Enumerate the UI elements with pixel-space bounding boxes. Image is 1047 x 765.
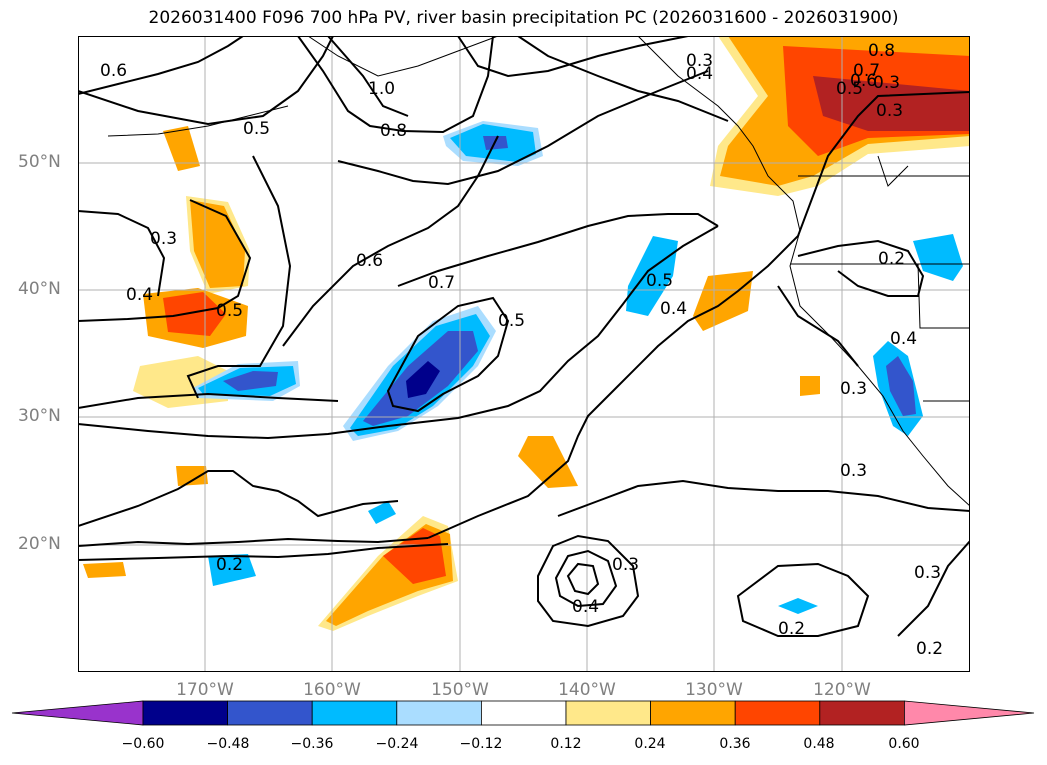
- lat-label: 40°N: [18, 279, 61, 299]
- contour-label: 0.3: [914, 563, 941, 583]
- contour-label: 0.5: [836, 79, 863, 99]
- contour-label: 0.2: [916, 639, 943, 659]
- precip-area: [163, 292, 226, 336]
- contour-label: 0.3: [876, 101, 903, 121]
- colorbar-segments: [11, 700, 1035, 726]
- precip-area: [406, 361, 440, 398]
- colorbar-segment: [904, 700, 1035, 726]
- contour-label: 0.8: [868, 41, 895, 61]
- precip-area: [886, 356, 916, 416]
- colorbar-segment: [565, 700, 651, 726]
- colorbar-tick-label: 0.24: [634, 736, 666, 752]
- colorbar-segment: [311, 700, 398, 726]
- contour-labels: 0.6 1.0 0.5 0.8 0.3 0.4 0.8 0.7 0.6 0.5 …: [100, 41, 943, 659]
- graticule: [78, 36, 970, 672]
- colorbar-segment: [734, 700, 821, 726]
- precip-area: [518, 436, 578, 488]
- colorbar-tick-label: −0.12: [459, 736, 503, 752]
- contour-label: 0.8: [380, 121, 407, 141]
- colorbar-segment: [227, 700, 313, 726]
- precip-shading: [83, 36, 970, 631]
- contour-label: 0.3: [150, 229, 177, 249]
- contour-label: 0.6: [356, 251, 383, 271]
- contour-label: 0.7: [428, 273, 455, 293]
- contour-label: 0.5: [646, 271, 673, 291]
- contour-label: 0.2: [778, 619, 805, 639]
- contour-label: 0.4: [890, 329, 917, 349]
- lon-label: 150°W: [431, 680, 489, 700]
- contour-label: 0.6: [100, 61, 127, 81]
- map-frame: 0.6 1.0 0.5 0.8 0.3 0.4 0.8 0.7 0.6 0.5 …: [78, 36, 970, 672]
- colorbar-segment: [11, 700, 144, 726]
- lon-label: 130°W: [685, 680, 743, 700]
- colorbar-segment: [480, 700, 567, 726]
- contour-label: 0.2: [878, 249, 905, 269]
- precip-area: [176, 466, 208, 486]
- contour-label: 0.4: [660, 299, 687, 319]
- colorbar-tick-label: 0.12: [550, 736, 582, 752]
- colorbar-tick-label: 0.60: [888, 736, 920, 752]
- contour-label: 0.4: [686, 64, 713, 84]
- colorbar-segment: [142, 700, 228, 726]
- precip-area: [383, 528, 446, 584]
- precip-area: [800, 376, 820, 396]
- colorbar-segment: [396, 700, 482, 726]
- precip-area: [190, 200, 245, 288]
- colorbar-tick-label: 0.48: [803, 736, 835, 752]
- precip-area: [163, 126, 200, 171]
- colorbar-tick-label: −0.36: [290, 736, 334, 752]
- coastlines: [107, 36, 970, 507]
- contour-label: 0.5: [216, 301, 243, 321]
- map-canvas: 0.6 1.0 0.5 0.8 0.3 0.4 0.8 0.7 0.6 0.5 …: [78, 36, 970, 672]
- precip-area: [83, 562, 126, 578]
- contour-label: 1.0: [368, 79, 395, 99]
- lon-label: 160°W: [303, 680, 361, 700]
- lon-label: 120°W: [813, 680, 871, 700]
- pv-contours: [78, 36, 970, 637]
- contour-label: 0.5: [498, 311, 525, 331]
- contour-label: 0.6: [850, 71, 877, 91]
- lon-label: 140°W: [558, 680, 616, 700]
- colorbar-tick-label: −0.48: [206, 736, 250, 752]
- precip-area: [693, 271, 753, 331]
- precip-area: [223, 371, 278, 391]
- precip-area: [368, 501, 396, 524]
- precip-area: [208, 554, 256, 586]
- contour-label: 0.3: [686, 51, 713, 71]
- contour-label: 0.3: [840, 461, 867, 481]
- colorbar: [11, 700, 1035, 726]
- contour-label: 0.4: [126, 285, 153, 305]
- contour-label: 0.3: [840, 379, 867, 399]
- lon-label: 170°W: [176, 680, 234, 700]
- contour-label: 0.4: [572, 597, 599, 617]
- colorbar-tick-label: −0.60: [121, 736, 165, 752]
- contour-label: 0.3: [873, 73, 900, 93]
- colorbar-tick-label: −0.24: [375, 736, 419, 752]
- colorbar-segment: [650, 700, 736, 726]
- lat-label: 50°N: [18, 152, 61, 172]
- contour-label: 0.7: [853, 61, 880, 81]
- contour-label: 0.5: [243, 119, 270, 139]
- contour-label: 0.3: [612, 555, 639, 575]
- map-title: 2026031400 F096 700 hPa PV, river basin …: [148, 8, 899, 28]
- contour-label: 0.2: [216, 555, 243, 575]
- lat-label: 30°N: [18, 406, 61, 426]
- precip-area: [813, 76, 970, 131]
- precip-area: [626, 236, 678, 316]
- colorbar-tick-label: 0.36: [719, 736, 751, 752]
- precip-area: [913, 234, 963, 281]
- precip-area: [778, 598, 818, 614]
- lat-label: 20°N: [18, 534, 61, 554]
- colorbar-segment: [819, 700, 905, 726]
